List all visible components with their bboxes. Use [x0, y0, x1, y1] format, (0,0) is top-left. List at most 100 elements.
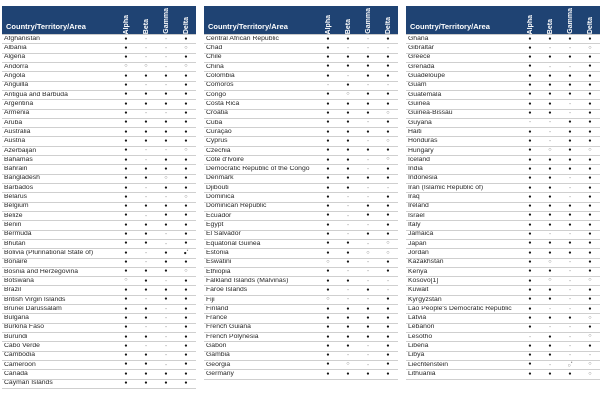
dot-mark-icon: ●	[346, 259, 350, 266]
dash-mark-icon: -	[164, 193, 168, 201]
dot-mark-icon: ●	[588, 296, 592, 303]
dot-mark-icon: ●	[144, 221, 148, 228]
country-table-3: Country/Territory/Area Alpha Beta Gamma …	[406, 6, 600, 389]
dot-mark-icon: ●	[588, 175, 592, 182]
table-row: French Polynesia ● ● ● ●	[204, 333, 398, 343]
dot-mark-icon: ●	[366, 305, 370, 312]
country-name: Fiji	[206, 296, 215, 303]
table-row: Cambodia ● ● - ●	[2, 352, 196, 361]
dot-mark-icon: ●	[548, 268, 552, 275]
table-row: Equatorial Guinea ● ● - ○	[204, 240, 398, 250]
country-name: Lithuania	[408, 371, 436, 377]
circle-mark-icon: ○	[346, 361, 350, 368]
dot-mark-icon: ●	[326, 324, 330, 331]
table-row: Cameroon ● ● - ●	[2, 361, 196, 371]
table-row: Kyrgyzstan ● ● - ●	[406, 296, 600, 306]
country-name: Kazakhstan	[408, 259, 444, 266]
table-row: Democratic Republic of the Congo ● ● - ●	[204, 165, 398, 175]
table-row: Iraq ● ● - ●	[406, 193, 600, 203]
table-row: Austria ● ● ● ●	[2, 137, 196, 147]
dot-mark-icon: ●	[528, 231, 532, 238]
dot-mark-icon: ●	[164, 268, 168, 275]
dot-mark-icon: ●	[528, 240, 532, 247]
country-name: Belize	[4, 212, 23, 219]
country-name: Ethiopia	[206, 268, 231, 275]
table-row: Bangladesh ● ● ○ ●	[2, 175, 196, 184]
country-name: Indonesia	[408, 175, 438, 182]
dot-mark-icon: ●	[386, 54, 390, 61]
dash-mark-icon: -	[164, 44, 168, 52]
country-name: Liechtenstein	[408, 361, 449, 368]
table-row: Bahamas ● - ● ●	[2, 156, 196, 166]
table-row: Ghana ● ● ● ●	[406, 35, 600, 45]
dot-mark-icon: ●	[184, 296, 188, 303]
dash-mark-icon: -	[144, 44, 148, 52]
table-row: Congo ● ○ ● ●	[204, 91, 398, 101]
table-row: Australia ● ● ● ●	[2, 128, 196, 138]
dot-mark-icon: ●	[588, 249, 592, 256]
dot-mark-icon: ●	[326, 342, 330, 349]
dot-mark-icon: ●	[164, 137, 168, 144]
dash-mark-icon: -	[366, 35, 370, 43]
table-row: France ● ● ● ●	[204, 314, 398, 324]
dot-mark-icon: ●	[124, 333, 128, 340]
dash-mark-icon: -	[568, 296, 572, 304]
dot-mark-icon: ●	[386, 324, 390, 331]
table-row: British Virgin Islands ● - ● ●	[2, 296, 196, 306]
country-name: Germany	[206, 371, 234, 377]
table-row: Burundi ● ● - ●	[2, 333, 196, 343]
dash-mark-icon: -	[588, 352, 592, 360]
dot-mark-icon: ●	[164, 100, 168, 107]
table-row: Hungary ● ○ ● ○	[406, 147, 600, 157]
table-row: Ecuador ● - ● ●	[204, 212, 398, 222]
dot-mark-icon: ●	[528, 44, 532, 51]
circle-mark-icon: ○	[588, 314, 592, 321]
dash-mark-icon: -	[164, 361, 168, 369]
table-row: Ireland ● ● ● ●	[406, 203, 600, 212]
dash-mark-icon: -	[164, 63, 168, 71]
dot-mark-icon: ●	[568, 249, 572, 256]
country-name: Guyana	[408, 119, 432, 126]
table-row: Brazil ● ● ● ●	[2, 286, 196, 296]
dot-mark-icon: ●	[588, 193, 592, 200]
dash-mark-icon: -	[548, 44, 552, 52]
dot-mark-icon: ●	[184, 119, 188, 126]
dot-mark-icon: ●	[326, 175, 330, 182]
dot-mark-icon: ●	[124, 286, 128, 293]
dot-mark-icon: ●	[184, 333, 188, 340]
dot-mark-icon: ●	[386, 370, 390, 377]
column-header-gamma: Gamma	[162, 8, 170, 34]
dot-mark-icon: ●	[366, 212, 370, 219]
country-name: Denmark	[206, 175, 234, 182]
dot-mark-icon: ●	[124, 380, 128, 387]
country-name: Guinea	[408, 100, 430, 107]
dot-mark-icon: ●	[184, 128, 188, 135]
table-row: Djibouti ● ● - -	[204, 184, 398, 194]
dash-mark-icon: -	[548, 361, 552, 369]
dot-mark-icon: ●	[184, 277, 188, 284]
country-name: Croatia	[206, 110, 228, 117]
country-name: Chile	[206, 54, 222, 61]
dash-mark-icon: -	[164, 352, 168, 360]
dot-mark-icon: ●	[366, 72, 370, 79]
table-row: Lithuania ● ● ● ○	[406, 370, 600, 380]
country-name: Gibraltar	[408, 45, 435, 52]
table-row: Belize ● - ● ●	[2, 212, 196, 222]
dot-mark-icon: ●	[326, 352, 330, 359]
country-name: Cayman Islands	[4, 380, 53, 387]
dot-mark-icon: ●	[326, 110, 330, 117]
dot-mark-icon: ●	[346, 249, 350, 256]
dot-mark-icon: ●	[588, 240, 592, 247]
dot-mark-icon: ●	[588, 119, 592, 126]
country-name: Estonia	[206, 249, 229, 256]
dot-mark-icon: ●	[588, 91, 592, 98]
circle-mark-icon: ○	[386, 156, 390, 163]
column-header-alpha: Alpha	[324, 14, 332, 34]
table-row: Jamaica ● - - ●	[406, 231, 600, 240]
dash-mark-icon: -	[366, 352, 370, 360]
dash-mark-icon: -	[568, 287, 572, 295]
dash-mark-icon: -	[568, 100, 572, 108]
circle-mark-icon: ○	[548, 258, 552, 265]
dot-mark-icon: ●	[568, 91, 572, 98]
dot-mark-icon: ●	[326, 100, 330, 107]
